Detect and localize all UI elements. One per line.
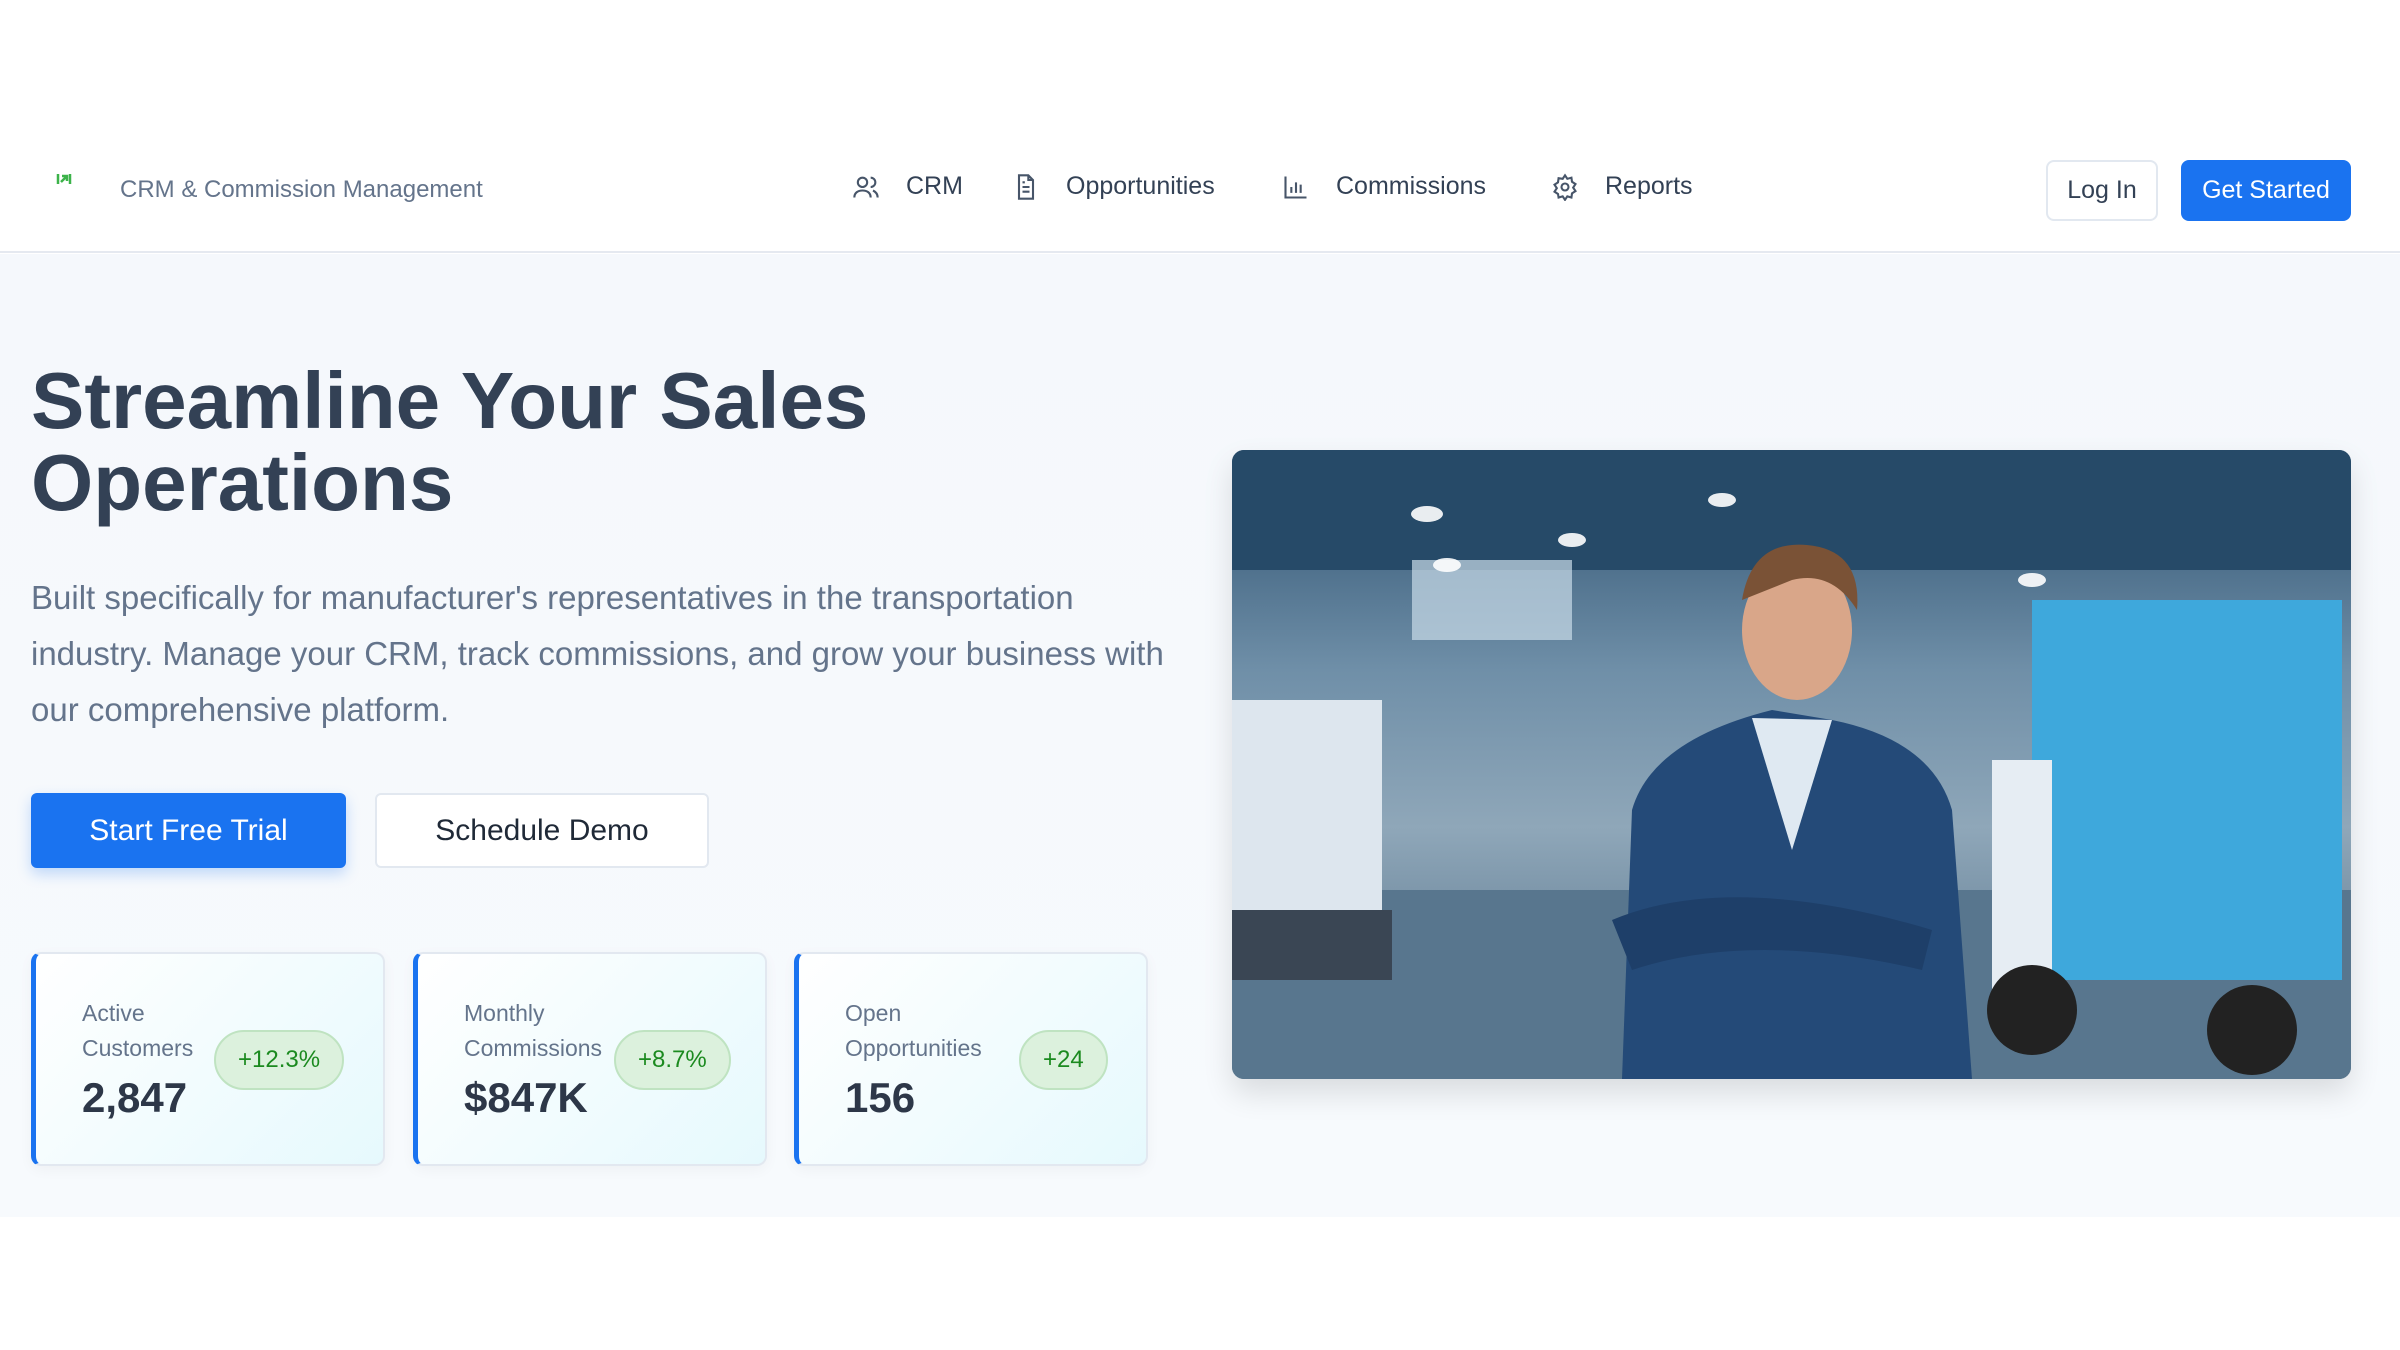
hero-description: Built specifically for manufacturer's re…: [31, 579, 1164, 728]
login-button[interactable]: Log In: [2046, 160, 2158, 221]
stat-label: Open Opportunities: [845, 1000, 982, 1061]
stat-value: 156: [845, 1074, 916, 1121]
stat-change-badge: +12.3%: [214, 1030, 345, 1090]
nav-crm[interactable]: CRM: [852, 172, 963, 201]
stat-change-badge: +24: [1019, 1030, 1108, 1090]
document-icon: [1017, 173, 1035, 200]
hero-image-salesman-warehouse: [1232, 450, 2351, 1079]
nav-crm-label: CRM: [906, 172, 963, 200]
stat-value: 2,847: [82, 1074, 188, 1121]
nav-reports-label: Reports: [1605, 172, 1693, 200]
bar-chart-icon: [1284, 176, 1307, 199]
stat-label: Monthly Commissions: [464, 1000, 603, 1061]
nav-reports[interactable]: Reports: [1551, 172, 1693, 201]
stat-label: Active Customers: [82, 1000, 194, 1061]
brand-name[interactable]: CRM & Commission Management: [120, 176, 483, 203]
stat-value: $847K: [464, 1074, 588, 1121]
start-free-trial-button[interactable]: Start Free Trial: [31, 793, 346, 868]
get-started-button[interactable]: Get Started: [2181, 160, 2351, 221]
stat-change-badge: +8.7%: [614, 1030, 731, 1090]
warehouse-illustration: [1232, 450, 2351, 1079]
stat-card-monthly-commissions: Monthly Commissions $847K +8.7%: [413, 952, 767, 1166]
nav-commissions-label: Commissions: [1336, 172, 1487, 200]
top-navbar: CRM & Commission Management CRM Opportun…: [0, 0, 2400, 253]
nav-commissions[interactable]: Commissions: [1282, 172, 1486, 201]
users-icon: [853, 176, 879, 198]
nav-opportunities[interactable]: Opportunities: [1012, 172, 1215, 201]
hero-title: Streamline Your Sales Operations: [31, 356, 869, 527]
schedule-demo-button[interactable]: Schedule Demo: [375, 793, 709, 868]
nav-opportunities-label: Opportunities: [1066, 172, 1215, 200]
logo-icon[interactable]: [52, 168, 76, 192]
stat-card-open-opportunities: Open Opportunities 156 +24: [794, 952, 1148, 1166]
gear-icon: [1553, 172, 1577, 201]
stat-card-active-customers: Active Customers 2,847 +12.3%: [31, 952, 385, 1166]
